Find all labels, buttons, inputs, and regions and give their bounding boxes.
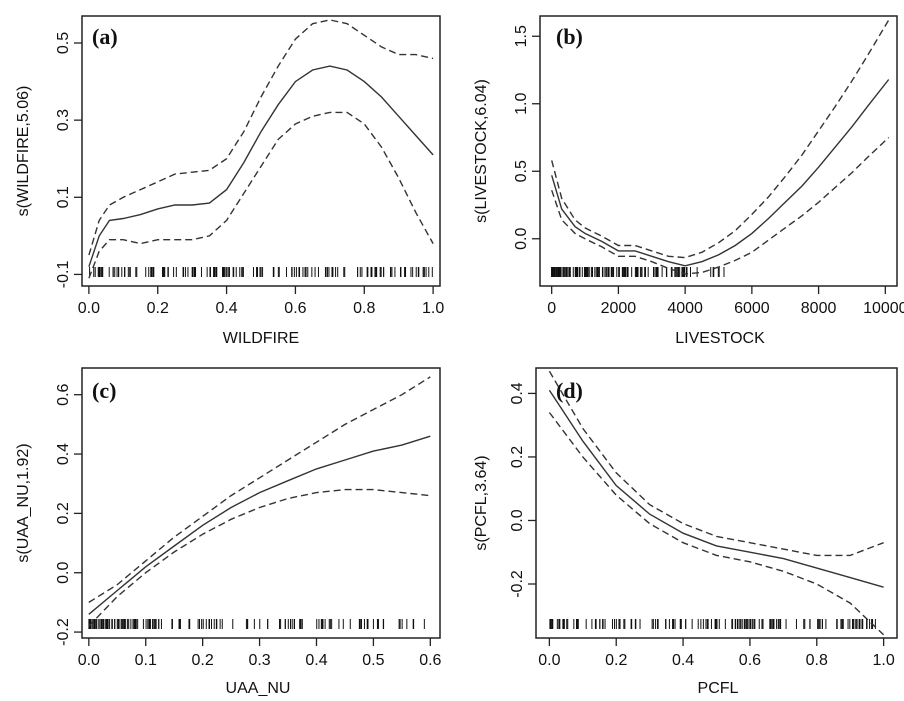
rug-marks [549,619,876,629]
smooth-curve [548,389,884,588]
plot-frame [81,367,441,639]
panel-b: (b) LIVESTOCK s(LIVESTOCK,6.04) 0 2000 400… [473,15,904,347]
rug-marks [551,267,725,277]
y-axis: -0.2 0.0 0.2 0.4 [509,382,536,598]
x-axis-label: WILDFIRE [223,330,299,347]
confidence-band-lower [88,111,434,279]
panel-label: (a) [92,24,118,49]
y-tick-label: 0.2 [55,502,72,524]
y-axis: -0.2 0.0 0.2 0.4 0.6 [55,383,82,646]
y-tick-label: 0.1 [55,186,72,208]
smooth-curve [551,79,890,267]
y-tick-label: 0.5 [513,160,530,182]
x-tick-label: 4000 [667,300,703,317]
x-tick-label: 0.2 [147,300,169,317]
plot-frame [535,367,898,639]
rug-marks [88,619,425,629]
plot-frame [81,15,441,287]
x-tick-label: 1.0 [422,300,444,317]
x-tick-label: 0.8 [806,652,828,669]
x-tick-label: 0.3 [248,652,270,669]
x-axis-label: UAA_NU [226,680,291,697]
smooth-curve [88,435,431,615]
curves [548,370,885,636]
curves [88,19,434,279]
panel-label: (c) [92,378,116,403]
y-tick-label: 1.0 [513,93,530,115]
panel-a: (a) WILDFIRE s(WILDFIRE,5.06) 0.0 0.2 0.4 0… [15,15,444,347]
x-tick-label: 0.8 [353,300,375,317]
y-tick-label: 0.0 [55,562,72,584]
y-axis-label: s(LIVESTOCK,6.04) [473,79,490,223]
plot-frame [539,15,898,287]
x-tick-label: 0.6 [739,652,761,669]
x-tick-label: 0.4 [305,652,327,669]
x-tick-label: 0.5 [362,652,384,669]
y-tick-label: 0.4 [55,443,72,465]
x-tick-label: 10000 [863,300,904,317]
x-tick-label: 0.4 [215,300,237,317]
y-tick-label: 0.0 [509,509,526,531]
x-tick-label: 1.0 [873,652,895,669]
x-tick-label: 0.2 [192,652,214,669]
confidence-band-lower [548,412,885,636]
x-axis: 0.0 0.2 0.4 0.6 0.8 1.0 [78,286,444,317]
panel-label: (b) [556,24,583,49]
y-axis-label: s(PCFL,3.64) [473,455,490,550]
confidence-band-upper [548,370,884,557]
confidence-band-lower [88,488,431,627]
curves [551,19,890,275]
smooth-curve [88,65,434,267]
y-tick-label: -0.2 [55,618,72,646]
x-axis: 0 2000 4000 6000 8000 10000 [547,286,904,317]
y-tick-label: 0.5 [55,32,72,54]
panel-d: (d) PCFL s(PCFL,3.64) 0.0 0.2 0.4 0.6 0.8 1.0… [473,367,898,697]
confidence-band-upper [551,19,890,259]
y-tick-label: 0.6 [55,383,72,405]
x-axis-label: PCFL [698,680,739,697]
x-tick-label: 0.6 [419,652,441,669]
x-tick-label: 0.0 [78,652,100,669]
y-tick-label: 0.4 [509,382,526,404]
y-axis-label: s(UAA_NU,1.92) [15,443,32,562]
x-tick-label: 0.0 [538,652,560,669]
x-tick-label: 0.1 [135,652,157,669]
y-tick-label: 0.3 [55,109,72,131]
y-tick-label: -0.2 [509,570,526,598]
x-tick-label: 8000 [801,300,837,317]
y-axis: -0.1 0.1 0.3 0.5 [55,32,82,288]
x-tick-label: 6000 [734,300,770,317]
x-tick-label: 2000 [601,300,637,317]
y-axis: 0.0 0.5 1.0 1.5 [513,25,540,250]
confidence-band-upper [88,376,431,603]
curves [88,376,431,627]
rug-marks [89,267,433,277]
y-tick-label: 1.5 [513,25,530,47]
x-axis: 0.0 0.1 0.2 0.3 0.4 0.5 0.6 [78,638,442,669]
y-tick-label: -0.1 [55,261,72,289]
x-tick-label: 0 [547,300,556,317]
y-axis-label: s(WILDFIRE,5.06) [15,86,32,217]
x-axis: 0.0 0.2 0.4 0.6 0.8 1.0 [538,638,895,669]
panel-c: (c) UAA_NU s(UAA_NU,1.92) 0.0 0.1 0.2 0.3 0.… [15,367,442,697]
y-tick-label: 0.2 [509,446,526,468]
confidence-band-upper [88,19,434,256]
x-tick-label: 0.4 [672,652,694,669]
y-tick-label: 0.0 [513,228,530,250]
x-tick-label: 0.0 [78,300,100,317]
x-tick-label: 0.2 [605,652,627,669]
x-axis-label: LIVESTOCK [675,330,765,347]
confidence-band-lower [551,136,890,275]
x-tick-label: 0.6 [284,300,306,317]
